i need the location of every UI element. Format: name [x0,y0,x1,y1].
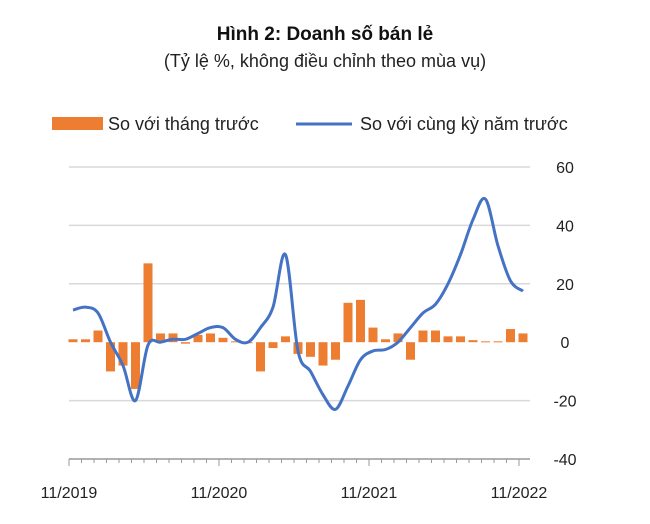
bar [281,336,290,343]
x-tick-label: 11/2020 [191,485,248,502]
bar [106,342,115,372]
bar [143,263,153,343]
x-tick-label: 11/2022 [491,485,548,502]
chart-title: Hình 2: Doanh số bán lẻ [217,24,433,45]
bar [493,341,503,343]
x-tick-label: 11/2019 [41,485,98,502]
bar [456,336,465,343]
chart-subtitle: (Tỷ lệ %, không điều chỉnh theo mùa vụ) [164,51,486,71]
x-tick-label: 11/2021 [341,485,398,502]
legend-label-mom: So với tháng trước [108,114,259,134]
bar [393,333,403,343]
y-tick-label: 0 [561,335,570,352]
legend-bar-swatch [52,117,103,130]
bar [518,333,528,343]
y-tick-label: 40 [556,218,574,235]
bar [406,342,415,360]
bar [118,342,128,366]
bar [268,342,278,349]
bar [131,342,140,389]
bar [231,341,240,343]
bar [306,342,315,357]
bar [181,342,190,344]
bar [343,302,353,343]
bar [81,339,90,343]
legend-label-yoy: So với cùng kỳ năm trước [360,114,568,134]
bar [256,342,265,372]
bar [68,339,78,343]
bar [331,342,340,360]
bar [431,330,440,343]
bar [443,336,453,343]
bar [218,337,228,343]
bar [481,341,490,343]
y-tick-label: 60 [556,160,574,177]
yoy-line [72,196,524,411]
bar [468,340,478,343]
bar [506,329,515,343]
bar [418,330,428,343]
bar [356,299,365,343]
bar [368,327,378,343]
bar [193,334,203,343]
y-tick-label: -40 [553,452,576,469]
bar [381,339,390,343]
y-tick-label: 20 [556,277,574,294]
bar [156,333,165,343]
bar [206,333,215,343]
y-tick-label: -20 [553,394,576,411]
bar [93,330,103,343]
bar [318,342,328,366]
legend: So với tháng trước So với cùng kỳ năm tr… [52,114,568,134]
